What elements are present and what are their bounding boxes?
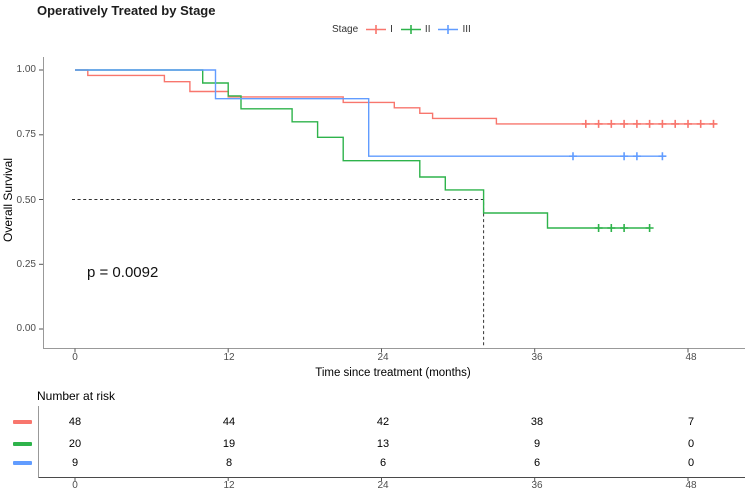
p-value-annotation: p = 0.0092 (87, 264, 159, 281)
risk-count: 0 (687, 457, 695, 469)
risk-axis-tick-label: 12 (223, 480, 235, 491)
risk-count: 8 (225, 457, 233, 469)
censor-line-icon (400, 24, 422, 35)
risk-row-key-stage-iii (13, 461, 32, 465)
risk-count: 9 (71, 457, 79, 469)
legend-item-stage-ii: II (400, 24, 431, 35)
censor-line-icon (437, 24, 459, 35)
risk-axis-tick-label: 0 (72, 480, 78, 491)
legend-item-label: I (390, 24, 393, 35)
risk-count: 7 (687, 416, 695, 428)
risk-count: 6 (379, 457, 387, 469)
censor-line-icon (365, 24, 387, 35)
x-tick-label: 0 (72, 352, 78, 363)
y-tick-label: 0.50 (16, 195, 36, 206)
risk-axis-tick-label: 48 (685, 480, 697, 491)
risk-table-title: Number at risk (37, 389, 116, 403)
y-tick-label: 0.25 (16, 259, 36, 270)
risk-row-key-stage-ii (13, 442, 32, 446)
risk-count: 20 (68, 438, 82, 450)
risk-count: 9 (533, 438, 541, 450)
risk-count: 19 (222, 438, 236, 450)
legend-title: Stage (332, 24, 359, 35)
legend-item-label: II (424, 24, 431, 35)
y-tick-label: 1.00 (16, 64, 36, 75)
risk-count: 48 (68, 416, 82, 428)
legend-item-label: III (462, 24, 471, 35)
y-tick-label: 0.00 (16, 323, 36, 334)
legend: Stage I II III (332, 24, 471, 35)
x-tick-label: 48 (685, 352, 697, 363)
risk-count: 13 (376, 438, 390, 450)
x-tick-label: 12 (223, 352, 235, 363)
risk-axis-tick-label: 24 (377, 480, 389, 491)
risk-count: 38 (530, 416, 544, 428)
legend-item-stage-i: I (365, 24, 393, 35)
risk-row-key-stage-i (13, 420, 32, 424)
risk-count: 0 (687, 438, 695, 450)
risk-count: 42 (376, 416, 390, 428)
x-tick-label: 36 (531, 352, 543, 363)
chart-title: Operatively Treated by Stage (37, 3, 216, 18)
legend-item-stage-iii: III (437, 24, 471, 35)
x-axis-title: Time since treatment (months) (315, 367, 471, 379)
y-tick-label: 0.75 (16, 129, 36, 140)
risk-count: 44 (222, 416, 236, 428)
risk-count: 6 (533, 457, 541, 469)
risk-axis-tick-label: 36 (531, 480, 543, 491)
x-tick-label: 24 (377, 352, 389, 363)
